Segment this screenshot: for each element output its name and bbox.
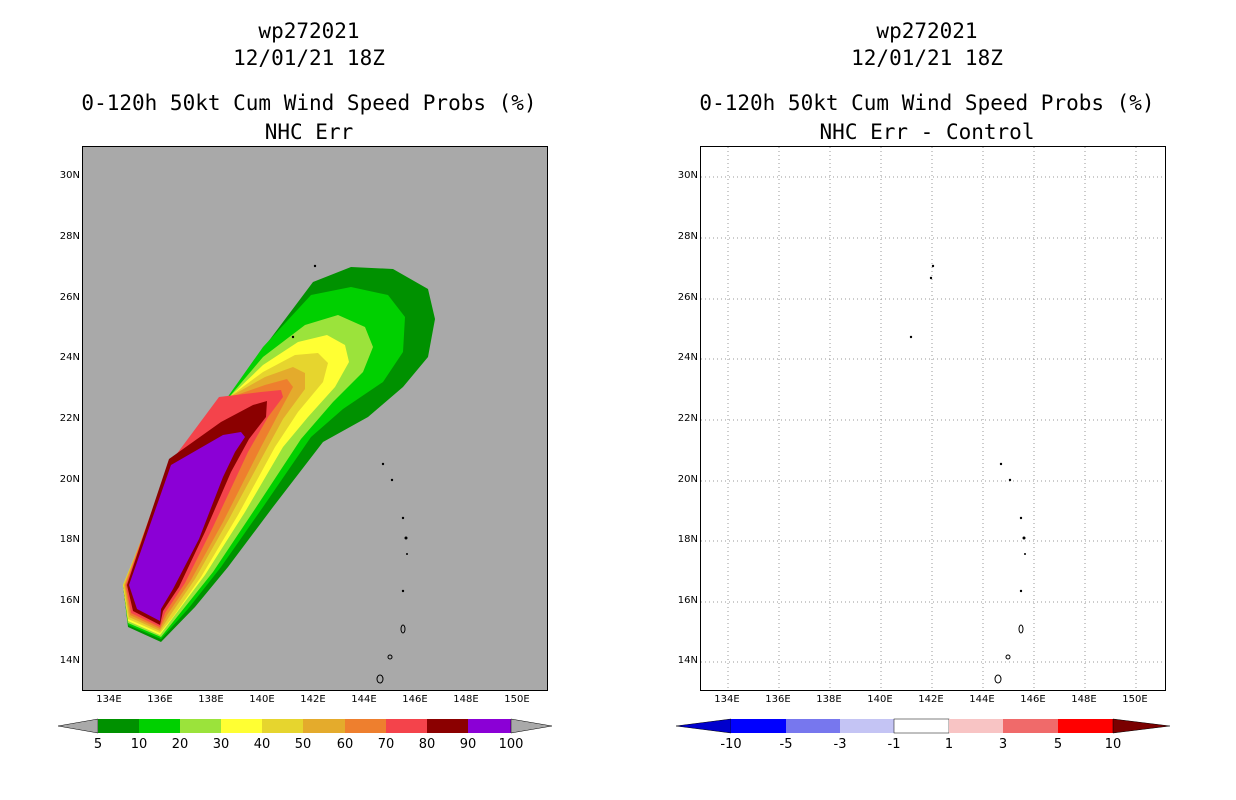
colorbar-swatch: [180, 719, 221, 733]
lon-label: 150E: [1122, 694, 1148, 705]
product-title: 0-120h 50kt Cum Wind Speed Probs (%): [699, 91, 1155, 115]
lon-label: 144E: [969, 694, 995, 705]
colorbar-swatch: [731, 719, 786, 733]
colorbar-label: 20: [171, 737, 189, 752]
colorbar-label: 30: [212, 737, 230, 752]
datetime: 12/01/21 18Z: [233, 46, 385, 70]
difference-colorbar: -10 -5 -3 -1 1 3 5 10: [618, 715, 1236, 765]
lon-label: 142E: [918, 694, 944, 705]
lon-label: 134E: [96, 694, 122, 705]
lat-label: 28N: [59, 231, 80, 242]
panel-subtitle: NHC Err: [264, 120, 354, 144]
colorbar-label: -1: [887, 737, 901, 752]
lon-label: 140E: [249, 694, 275, 705]
lon-label: 146E: [402, 694, 428, 705]
island-markers: [291, 264, 408, 684]
colorbar-swatches: [675, 718, 1171, 734]
datetime: 12/01/21 18Z: [851, 46, 1003, 70]
gridlines: [701, 147, 1165, 690]
lat-label: 18N: [59, 534, 80, 545]
panel-subtitle: NHC Err - Control: [819, 120, 1035, 144]
colorbar-swatch: [221, 719, 262, 733]
colorbar-label: 10: [130, 737, 148, 752]
lon-label: 144E: [351, 694, 377, 705]
lat-label: 28N: [677, 231, 698, 242]
colorbar-swatch: [786, 719, 840, 733]
lat-label: 16N: [59, 595, 80, 606]
right-panel: wp272021 12/01/21 18Z 0-120h 50kt Cum Wi…: [618, 0, 1236, 800]
colorbar-swatch: [262, 719, 303, 733]
lat-label: 24N: [59, 352, 80, 363]
colorbar-swatches: [57, 718, 553, 734]
lat-label: 14N: [677, 655, 698, 666]
lat-label: 26N: [677, 292, 698, 303]
colorbar-label: 60: [336, 737, 354, 752]
colorbar-label: 40: [253, 737, 271, 752]
lat-label: 22N: [677, 413, 698, 424]
colorbar-arrow-left: [675, 718, 732, 734]
lon-label: 148E: [1071, 694, 1097, 705]
colorbar-swatch: [427, 719, 468, 733]
lat-label: 16N: [677, 595, 698, 606]
colorbar-label: 5: [1053, 737, 1063, 752]
lat-label: 20N: [59, 474, 80, 485]
colorbar-arrow-left: [57, 718, 99, 734]
lon-label: 140E: [867, 694, 893, 705]
colorbar-arrow-right: [1112, 718, 1171, 734]
colorbar-swatch: [1003, 719, 1058, 733]
lon-label: 146E: [1020, 694, 1046, 705]
lat-label: 20N: [677, 474, 698, 485]
lat-label: 30N: [59, 170, 80, 181]
colorbar-arrow-right: [510, 718, 553, 734]
lon-label: 136E: [147, 694, 173, 705]
storm-id: wp272021: [258, 19, 360, 43]
colorbar-swatch: [1058, 719, 1113, 733]
lon-label: 138E: [816, 694, 842, 705]
probability-colorbar: 5 10 20 30 40 50 60 70 80 90 100: [0, 715, 618, 765]
colorbar-swatch: [386, 719, 427, 733]
colorbar-label: 70: [377, 737, 395, 752]
colorbar-label: 5: [93, 737, 103, 752]
lon-label: 136E: [765, 694, 791, 705]
colorbar-swatch: [949, 719, 1003, 733]
lon-label: 138E: [198, 694, 224, 705]
colorbar-label: 50: [294, 737, 312, 752]
difference-map: [700, 146, 1166, 691]
colorbar-label: 90: [459, 737, 477, 752]
lon-label: 150E: [504, 694, 530, 705]
colorbar-label: 100: [498, 737, 524, 752]
colorbar-swatch: [345, 719, 386, 733]
difference-grid: [701, 147, 1165, 690]
colorbar-label: -10: [720, 737, 742, 752]
lon-label: 142E: [300, 694, 326, 705]
colorbar-swatch: [468, 719, 511, 733]
colorbar-swatch: [303, 719, 345, 733]
lat-label: 22N: [59, 413, 80, 424]
colorbar-swatch: [893, 718, 950, 734]
colorbar-label: -3: [833, 737, 847, 752]
probability-map: [82, 146, 548, 691]
colorbar-label: 80: [418, 737, 436, 752]
lat-label: 14N: [59, 655, 80, 666]
lat-label: 30N: [677, 170, 698, 181]
colorbar-label: -5: [779, 737, 793, 752]
lon-label: 148E: [453, 694, 479, 705]
colorbar-swatch: [139, 719, 180, 733]
island-markers: [909, 264, 1026, 684]
storm-id: wp272021: [876, 19, 978, 43]
product-title: 0-120h 50kt Cum Wind Speed Probs (%): [81, 91, 537, 115]
lat-label: 26N: [59, 292, 80, 303]
colorbar-swatch: [98, 719, 139, 733]
colorbar-label: 3: [998, 737, 1008, 752]
lon-label: 134E: [714, 694, 740, 705]
colorbar-label: 10: [1104, 737, 1122, 752]
contour-90: [129, 432, 245, 621]
lat-label: 18N: [677, 534, 698, 545]
probability-contours: [123, 264, 435, 684]
left-panel: wp272021 12/01/21 18Z 0-120h 50kt Cum Wi…: [0, 19, 618, 765]
lat-label: 24N: [677, 352, 698, 363]
colorbar-swatch: [840, 719, 894, 733]
colorbar-label: 1: [944, 737, 954, 752]
